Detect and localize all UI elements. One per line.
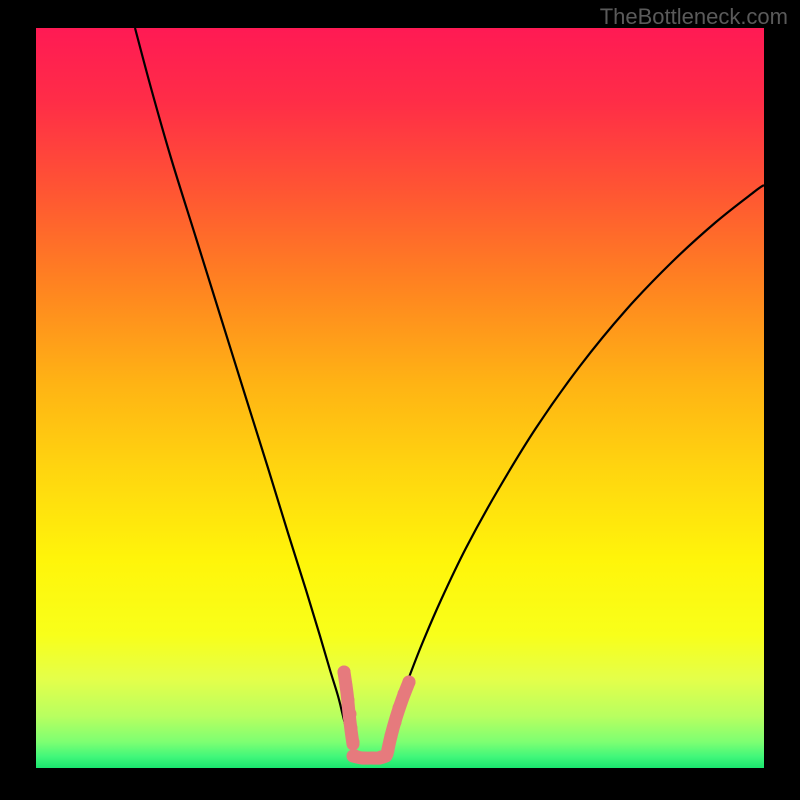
highlight-marker-group bbox=[338, 666, 416, 765]
watermark-text: TheBottleneck.com bbox=[600, 4, 788, 30]
highlight-dot bbox=[344, 708, 357, 721]
highlight-dot bbox=[342, 694, 355, 707]
highlight-dot bbox=[345, 722, 358, 735]
bottleneck-curve-right bbox=[388, 185, 764, 744]
highlight-dot bbox=[403, 676, 416, 689]
chart-container bbox=[36, 28, 764, 768]
bottleneck-curve-left bbox=[135, 28, 349, 744]
highlight-dot bbox=[389, 716, 402, 729]
highlight-dot bbox=[398, 688, 411, 701]
highlight-dot bbox=[338, 666, 351, 679]
highlight-dot bbox=[393, 702, 406, 715]
highlight-dot bbox=[382, 744, 395, 757]
highlight-dot bbox=[340, 680, 353, 693]
highlight-dot bbox=[385, 730, 398, 743]
curve-layer bbox=[36, 28, 764, 768]
highlight-dot bbox=[347, 736, 360, 749]
